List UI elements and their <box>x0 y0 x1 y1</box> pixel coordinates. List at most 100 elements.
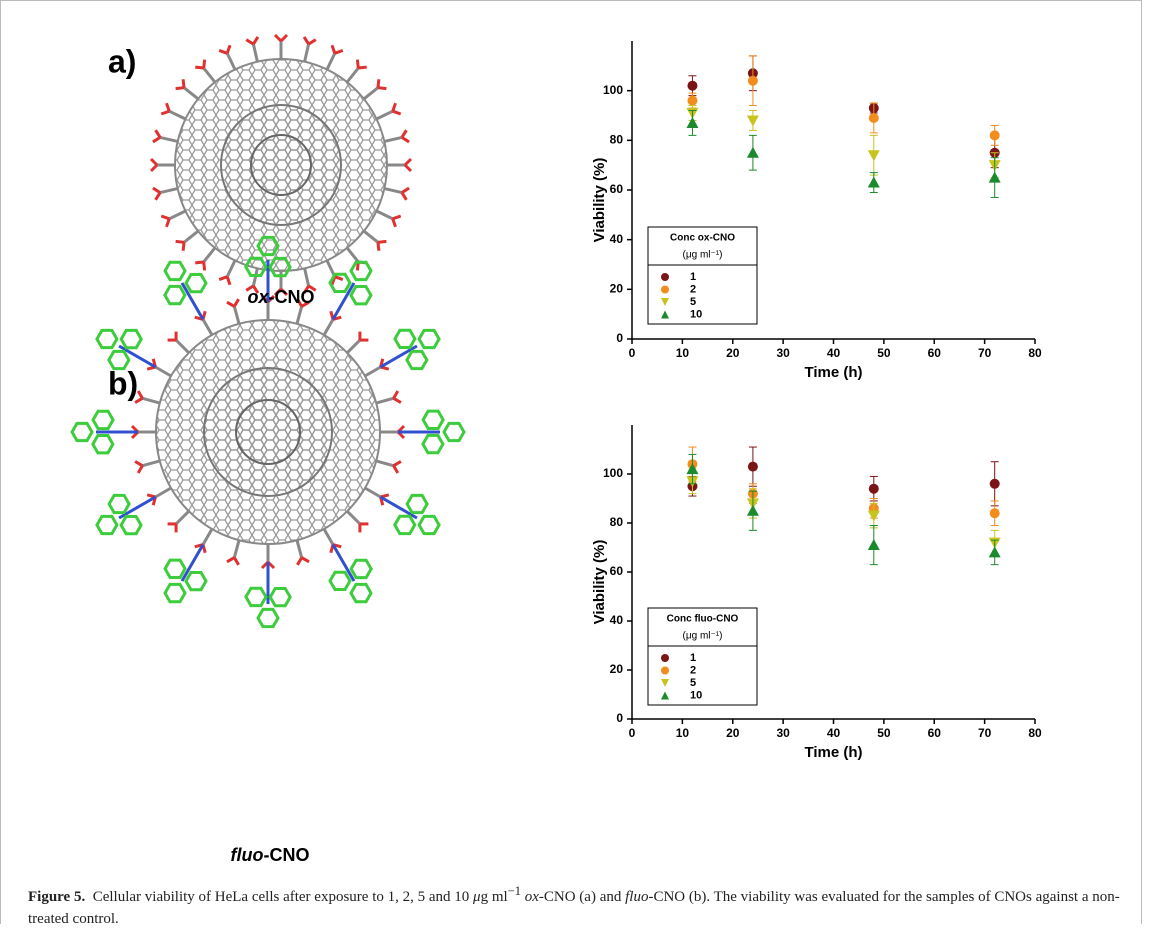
oxygen <box>377 239 387 244</box>
legend-marker <box>661 679 669 687</box>
fluorescein-ring <box>244 256 268 278</box>
functional-group <box>303 268 311 287</box>
oxygen <box>273 33 283 43</box>
functional-group <box>225 259 237 278</box>
functional-group <box>142 396 161 405</box>
y-tick-label: 60 <box>610 182 624 196</box>
oxygen <box>391 218 397 228</box>
functional-group <box>202 67 217 84</box>
x-tick-label: 20 <box>726 346 740 360</box>
x-tick-label: 30 <box>776 726 790 740</box>
caption: Figure 5. Cellular viability of HeLa cel… <box>28 880 1138 930</box>
fluorescein-ring <box>349 558 373 580</box>
data-point <box>989 130 1000 141</box>
data-point <box>687 95 698 106</box>
data-point <box>867 539 880 551</box>
legend-label: 5 <box>690 677 696 689</box>
y-tick-label: 80 <box>610 515 624 529</box>
functional-group <box>375 459 394 468</box>
legend-marker <box>661 654 669 662</box>
oxygen <box>152 186 161 194</box>
cno-core <box>250 134 312 196</box>
functional-group <box>325 52 337 71</box>
fluorescein-ring <box>405 349 429 371</box>
x-tick-label: 30 <box>776 346 790 360</box>
linker <box>379 344 418 369</box>
functional-group <box>346 339 361 354</box>
caption-text: Cellular viability of HeLa cells after e… <box>92 889 474 905</box>
functional-group <box>168 209 187 221</box>
functional-group <box>201 318 214 336</box>
oxygen <box>376 79 381 88</box>
functional-group <box>201 528 214 546</box>
linker <box>118 344 157 369</box>
oxygen <box>134 397 144 404</box>
y-tick-label: 0 <box>616 331 623 345</box>
functional-group <box>175 510 190 525</box>
x-tick-label: 40 <box>827 726 841 740</box>
linker <box>331 282 356 321</box>
legend-marker <box>661 310 669 319</box>
functional-group <box>225 52 237 71</box>
fluorescein-ring <box>417 514 441 536</box>
oxygen <box>296 298 303 308</box>
y-tick-label: 40 <box>610 613 624 627</box>
x-tick-label: 80 <box>1028 726 1042 740</box>
fluorescein-ring <box>349 285 373 306</box>
fluorescein-ring <box>328 570 352 592</box>
oxygen <box>252 36 260 45</box>
functional-group <box>159 187 178 195</box>
oxygen <box>181 79 186 88</box>
oxygen <box>154 129 162 139</box>
legend-marker <box>661 273 669 281</box>
fluorescein-ring <box>421 409 445 430</box>
fluorescein-ring <box>163 582 187 604</box>
fluorescein-ring <box>95 514 119 536</box>
oxygen <box>233 298 240 308</box>
oxygen <box>401 186 410 194</box>
oxygen <box>218 275 228 281</box>
y-tick-label: 20 <box>610 662 624 676</box>
oxygen <box>252 285 260 294</box>
oxygen <box>226 556 236 564</box>
x-tick-label: 60 <box>928 726 942 740</box>
fluorescein-ring <box>163 284 187 306</box>
molecule-suffix: -CNO <box>264 845 310 865</box>
oxygen <box>165 218 171 228</box>
fluorescein-ring <box>393 514 417 536</box>
fluorescein-ring <box>107 349 131 371</box>
fluorescein-ring <box>256 607 280 629</box>
oxygen <box>391 102 397 112</box>
functional-group <box>159 135 178 143</box>
y-tick-label: 80 <box>610 133 624 147</box>
oxygen <box>245 38 255 46</box>
oxygen <box>355 59 360 69</box>
oxygen <box>181 242 186 251</box>
oxygen <box>160 214 170 221</box>
x-tick-label: 0 <box>629 726 636 740</box>
legend-label: 2 <box>690 664 696 676</box>
functional-group <box>364 486 382 499</box>
caption-label: Figure 5. <box>28 889 86 905</box>
oxygen <box>175 86 185 91</box>
fluorescein-ring <box>119 328 143 350</box>
oxygen <box>358 65 367 70</box>
functional-group <box>384 187 403 195</box>
functional-group <box>322 528 335 546</box>
oxygen <box>377 86 387 91</box>
x-tick-label: 40 <box>827 346 841 360</box>
oxygen <box>392 109 402 116</box>
oxygen <box>392 464 400 474</box>
fluorescein-ring <box>119 514 143 536</box>
data-point <box>868 483 879 494</box>
data-point <box>687 80 698 91</box>
data-point <box>746 504 759 516</box>
x-tick-label: 10 <box>676 726 690 740</box>
oxygen <box>300 556 310 564</box>
legend-unit: (μg ml⁻¹) <box>683 631 723 642</box>
oxygen <box>152 136 161 144</box>
y-tick-label: 0 <box>616 711 623 725</box>
